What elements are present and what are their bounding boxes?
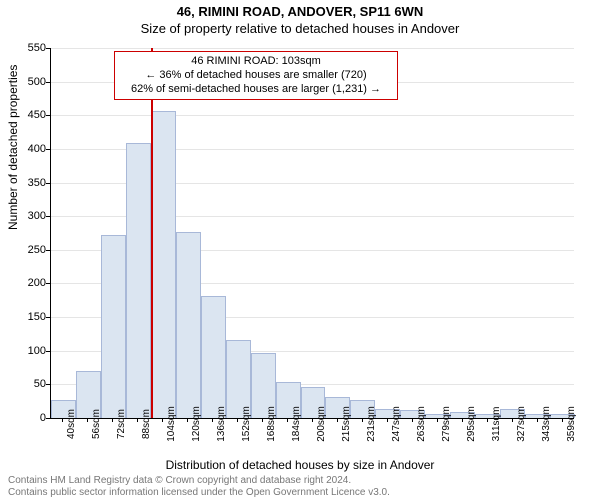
y-tick-label: 100	[0, 345, 46, 357]
x-tick-label: 247sqm	[391, 406, 402, 442]
y-tick-label: 550	[0, 42, 46, 54]
y-tick-label: 500	[0, 76, 46, 88]
x-tick-label: 40sqm	[66, 409, 77, 439]
y-tick-label: 150	[0, 311, 46, 323]
footer-line-1: Contains HM Land Registry data © Crown c…	[8, 475, 390, 487]
property-marker-line	[151, 48, 153, 418]
x-tick-label: 152sqm	[241, 406, 252, 442]
chart-area: 46 RIMINI ROAD: 103sqm ← 36% of detached…	[50, 48, 574, 418]
x-tick-label: 263sqm	[416, 406, 427, 442]
y-tick-label: 250	[0, 244, 46, 256]
property-info-box: 46 RIMINI ROAD: 103sqm ← 36% of detached…	[114, 51, 398, 100]
x-tick-label: 231sqm	[366, 406, 377, 442]
x-tick-label: 343sqm	[541, 406, 552, 442]
y-tick-label: 400	[0, 143, 46, 155]
info-line-smaller: ← 36% of detached houses are smaller (72…	[121, 69, 391, 83]
histogram-bar	[101, 235, 126, 418]
x-tick-label: 327sqm	[516, 406, 527, 442]
y-tick-label: 50	[0, 378, 46, 390]
y-tick-label: 450	[0, 109, 46, 121]
y-tick-label: 200	[0, 277, 46, 289]
x-tick-label: 200sqm	[316, 406, 327, 442]
histogram-plot	[50, 48, 574, 418]
x-tick-label: 311sqm	[491, 407, 502, 442]
y-tick-label: 300	[0, 210, 46, 222]
x-tick-label: 136sqm	[216, 406, 227, 442]
histogram-bar	[201, 296, 226, 418]
x-tick-label: 215sqm	[341, 406, 352, 442]
x-tick-label: 295sqm	[466, 406, 477, 442]
x-tick-label: 72sqm	[116, 409, 127, 439]
x-tick-label: 359sqm	[566, 406, 577, 442]
x-tick-label: 56sqm	[91, 409, 102, 439]
histogram-bar	[126, 143, 151, 418]
x-tick-label: 88sqm	[141, 409, 152, 439]
x-tick-label: 279sqm	[441, 406, 452, 442]
x-tick-label: 184sqm	[291, 406, 302, 442]
info-line-larger: 62% of semi-detached houses are larger (…	[121, 83, 391, 97]
gridline	[50, 48, 574, 49]
footer-line-2: Contains public sector information licen…	[8, 487, 390, 499]
page-subtitle: Size of property relative to detached ho…	[0, 19, 600, 36]
page-title: 46, RIMINI ROAD, ANDOVER, SP11 6WN	[0, 0, 600, 19]
x-tick-label: 104sqm	[166, 406, 177, 442]
gridline	[50, 115, 574, 116]
y-tick-label: 0	[0, 412, 46, 424]
y-tick-label: 350	[0, 177, 46, 189]
x-tick-label: 168sqm	[266, 406, 277, 442]
histogram-bar	[151, 111, 176, 418]
x-axis-label: Distribution of detached houses by size …	[0, 458, 600, 472]
attribution-footer: Contains HM Land Registry data © Crown c…	[8, 475, 390, 498]
histogram-bar	[176, 232, 201, 418]
y-axis-line	[50, 48, 51, 418]
x-tick-label: 120sqm	[191, 406, 202, 442]
info-line-property: 46 RIMINI ROAD: 103sqm	[121, 55, 391, 69]
